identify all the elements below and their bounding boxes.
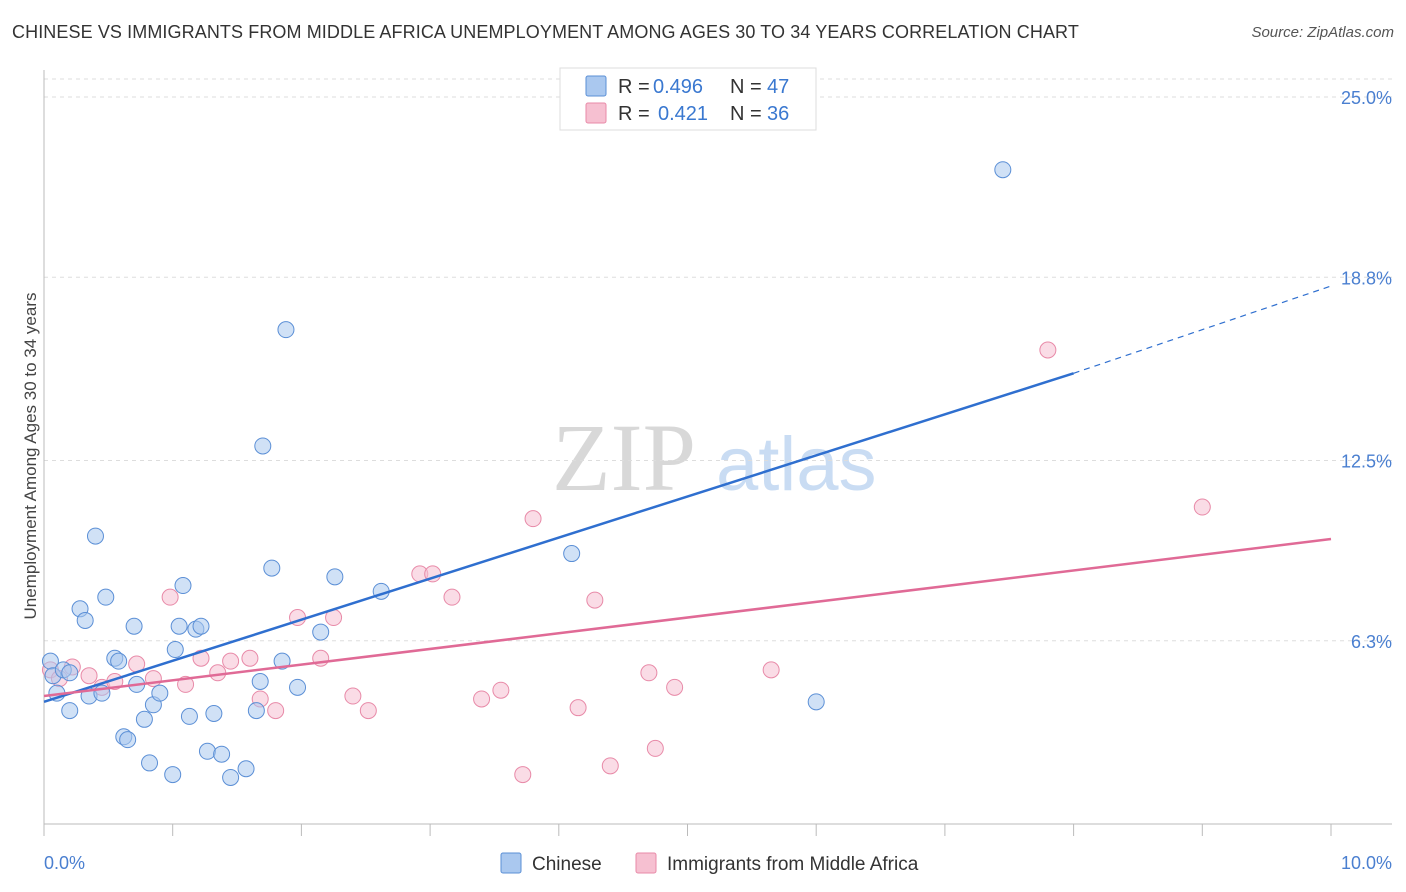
legend-n-label-chinese: N = bbox=[730, 76, 762, 98]
data-point-chinese bbox=[263, 559, 281, 577]
bottom-legend-label-africa: Immigrants from Middle Africa bbox=[667, 854, 919, 875]
data-point-chinese bbox=[994, 161, 1012, 179]
data-point-chinese bbox=[807, 693, 825, 711]
data-point-chinese bbox=[61, 664, 79, 682]
data-point-africa bbox=[209, 664, 227, 682]
data-point-chinese bbox=[198, 742, 216, 760]
data-point-africa bbox=[569, 699, 587, 717]
data-point-chinese bbox=[254, 437, 272, 455]
data-point-africa bbox=[80, 667, 98, 685]
legend-r-label-chinese: R = bbox=[618, 76, 650, 98]
data-point-africa bbox=[1039, 341, 1057, 359]
data-point-chinese bbox=[166, 641, 184, 659]
data-point-chinese bbox=[135, 710, 153, 728]
watermark: ZIP atlas bbox=[552, 404, 877, 511]
y-tick-labels: 6.3% 12.5% 18.8% 25.0% bbox=[1341, 88, 1392, 652]
data-point-chinese bbox=[170, 617, 188, 635]
data-point-chinese bbox=[119, 731, 137, 749]
data-point-africa bbox=[640, 664, 658, 682]
source-attribution: Source: ZipAtlas.com bbox=[1251, 24, 1394, 41]
data-point-africa bbox=[344, 687, 362, 705]
data-point-africa bbox=[492, 681, 510, 699]
y-tick-label: 25.0% bbox=[1341, 88, 1392, 108]
data-point-chinese bbox=[61, 702, 79, 720]
data-point-chinese bbox=[151, 684, 169, 702]
data-point-africa bbox=[646, 739, 664, 757]
data-point-chinese bbox=[251, 673, 269, 691]
watermark-zip: ZIP bbox=[552, 404, 696, 511]
x-tick-marks bbox=[43, 824, 1332, 836]
bottom-legend-swatch-chinese bbox=[500, 852, 522, 874]
data-point-chinese bbox=[563, 545, 581, 563]
bottom-legend-swatch-africa bbox=[635, 852, 657, 874]
data-point-africa bbox=[473, 690, 491, 708]
legend-n-label-africa: N = bbox=[730, 103, 762, 125]
y-tick-label: 12.5% bbox=[1341, 452, 1392, 472]
y-tick-label: 6.3% bbox=[1351, 632, 1392, 652]
data-point-africa bbox=[1193, 498, 1211, 516]
series-chinese bbox=[41, 161, 1012, 786]
data-point-chinese bbox=[222, 768, 240, 786]
legend-n-value-africa: 36 bbox=[767, 103, 789, 125]
data-point-africa bbox=[666, 678, 684, 696]
data-point-africa bbox=[267, 702, 285, 720]
data-point-chinese bbox=[312, 623, 330, 641]
stats-legend: R = 0.496 N = 47 R = 0.421 N = 36 bbox=[559, 67, 817, 131]
data-point-chinese bbox=[247, 702, 265, 720]
data-point-chinese bbox=[125, 617, 143, 635]
data-point-africa bbox=[514, 766, 532, 784]
series-legend: Chinese Immigrants from Middle Africa bbox=[500, 852, 919, 875]
data-point-africa bbox=[586, 591, 604, 609]
legend-r-label-africa: R = bbox=[618, 103, 650, 125]
trend-lines bbox=[43, 285, 1332, 704]
data-point-chinese bbox=[110, 652, 128, 670]
y-tick-label: 18.8% bbox=[1341, 268, 1392, 288]
bottom-legend-label-chinese: Chinese bbox=[532, 854, 602, 875]
data-point-africa bbox=[601, 757, 619, 775]
data-point-africa bbox=[222, 652, 240, 670]
data-point-africa bbox=[359, 702, 377, 720]
axes bbox=[43, 70, 1392, 825]
x-tick-label-min: 0.0% bbox=[44, 853, 85, 873]
data-point-africa bbox=[241, 649, 259, 667]
y-axis-label: Unemployment Among Ages 30 to 34 years bbox=[21, 293, 40, 620]
data-point-chinese bbox=[97, 588, 115, 606]
data-point-africa bbox=[443, 588, 461, 606]
data-point-chinese bbox=[141, 754, 159, 772]
data-point-chinese bbox=[86, 527, 104, 545]
legend-r-value-africa: 0.421 bbox=[658, 103, 708, 125]
trend-line-africa bbox=[43, 537, 1332, 698]
data-point-chinese bbox=[174, 577, 192, 595]
data-point-chinese bbox=[273, 652, 291, 670]
data-point-chinese bbox=[213, 745, 231, 763]
data-point-chinese bbox=[180, 707, 198, 725]
data-point-chinese bbox=[289, 678, 307, 696]
data-point-africa bbox=[762, 661, 780, 679]
data-point-chinese bbox=[326, 568, 344, 586]
legend-r-value-chinese: 0.496 bbox=[653, 76, 703, 98]
trend-line-chinese-extension bbox=[1073, 285, 1332, 374]
data-point-africa bbox=[161, 588, 179, 606]
x-tick-label-max: 10.0% bbox=[1341, 853, 1392, 873]
data-point-chinese bbox=[192, 617, 210, 635]
legend-swatch-chinese bbox=[585, 75, 607, 97]
watermark-atlas: atlas bbox=[716, 422, 877, 507]
data-point-chinese bbox=[164, 766, 182, 784]
data-point-chinese bbox=[76, 611, 94, 629]
legend-n-value-chinese: 47 bbox=[767, 76, 789, 98]
data-point-chinese bbox=[237, 760, 255, 778]
trend-line-chinese bbox=[43, 372, 1074, 704]
data-point-chinese bbox=[277, 321, 295, 339]
data-point-africa bbox=[524, 510, 542, 528]
legend-swatch-africa bbox=[585, 102, 607, 124]
data-point-chinese bbox=[205, 704, 223, 722]
chart-title: CHINESE VS IMMIGRANTS FROM MIDDLE AFRICA… bbox=[12, 22, 1079, 42]
